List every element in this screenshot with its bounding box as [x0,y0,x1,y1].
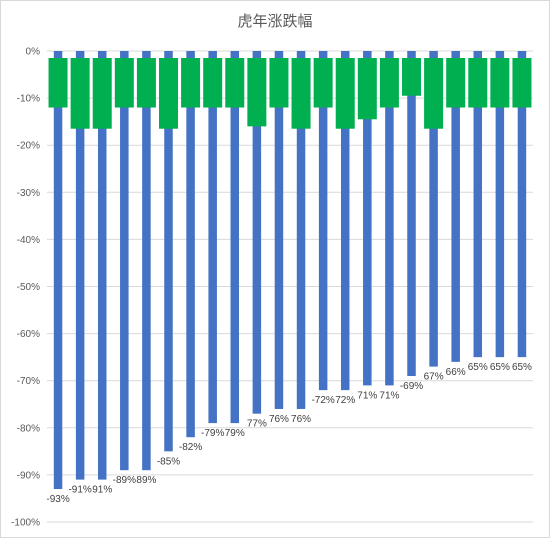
category-label-box [114,58,134,108]
category-label-box [446,58,466,108]
y-tick-label: -20% [17,141,40,152]
bar [186,51,195,438]
chart-title: 虎年涨跌幅 [237,12,313,30]
bar [296,51,306,409]
y-tick-label: 0% [26,47,41,58]
category-label-box [247,58,267,127]
bar [451,51,460,362]
y-tick-label: -90% [17,470,40,481]
bar [208,51,217,424]
bar [274,51,284,409]
data-label: 79% [225,428,245,439]
bar [230,51,240,424]
category-label-box [424,58,444,129]
category-label-box [313,58,333,108]
y-tick-label: -60% [17,329,40,340]
data-label: 66% [446,367,466,378]
y-tick-label: -30% [17,188,40,199]
category-label-box [225,58,245,108]
data-label: 71% [357,390,377,401]
category-label-box [159,58,178,129]
category-label-box [402,58,421,96]
category-label-box [269,58,289,108]
category-label-box [512,58,532,108]
category-label-box [357,58,377,120]
bar [517,51,527,358]
data-label: 65% [512,362,532,373]
y-tick-label: -40% [17,235,40,246]
bar [142,51,151,471]
category-label-box [291,58,311,129]
bar [318,51,328,391]
data-label: -85% [157,456,180,467]
category-label-box [490,58,510,108]
y-tick-label: -10% [17,94,40,105]
category-label-box [468,58,488,108]
data-label: 65% [468,362,488,373]
data-label: 91% [92,485,112,496]
data-label: -91% [68,485,91,496]
y-tick-label: -50% [17,282,40,293]
category-label-box [48,58,68,108]
y-tick-label: -70% [17,376,40,387]
data-label: 76% [291,414,311,425]
data-label: -89% [113,475,136,486]
bar [495,51,505,358]
category-label-box [92,58,112,129]
category-label-box [379,58,399,108]
bar [252,51,262,414]
data-label: -82% [179,442,202,453]
bar [363,51,372,386]
y-tick-label: -80% [17,423,40,434]
data-label: 89% [136,475,156,486]
bar [53,51,63,490]
data-label: -93% [46,494,69,505]
bar [164,51,173,452]
category-label-box [335,58,355,129]
data-label: 72% [335,395,355,406]
category-label-box [203,58,223,108]
category-label-box [181,58,201,108]
data-label: 71% [379,390,399,401]
category-label-box [136,58,156,108]
data-label: 67% [424,372,444,383]
y-tick-label: -100% [11,518,40,529]
bar [97,51,107,480]
bar [75,51,85,480]
bar [385,51,394,386]
data-label: 65% [490,362,510,373]
data-label: -72% [311,395,334,406]
bar [340,51,350,391]
category-label-box [70,58,90,129]
data-label: 77% [247,419,267,430]
bar [120,51,129,471]
data-label: -69% [400,381,423,392]
data-label: 76% [269,414,289,425]
data-label: -79% [201,428,224,439]
bar [473,51,483,358]
bar [429,51,438,367]
bar [407,51,416,376]
